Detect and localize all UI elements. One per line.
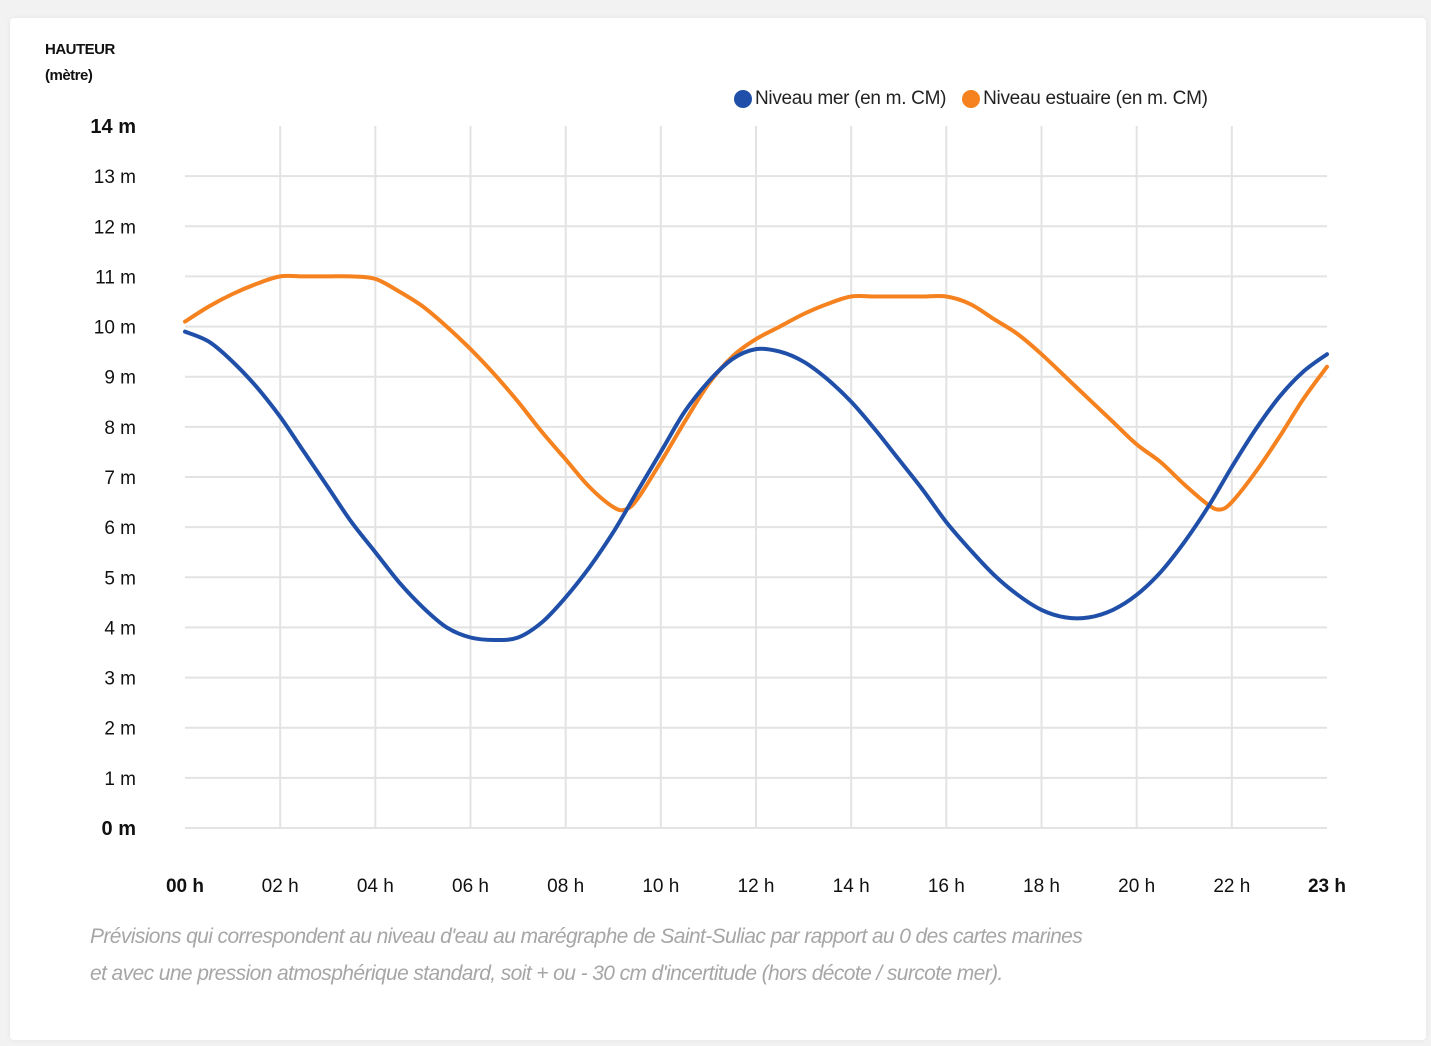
caption-line2: et avec une pression atmosphérique stand…	[90, 962, 1003, 985]
x-tick-label: 08 h	[547, 876, 584, 897]
x-tick-label: 12 h	[738, 876, 775, 897]
y-tick-label: 0 m	[102, 818, 136, 840]
x-tick-label: 16 h	[928, 876, 965, 897]
x-tick-label: 20 h	[1118, 876, 1155, 897]
y-axis-title-line1: HAUTEUR	[45, 41, 115, 58]
legend-swatch-niveau-mer	[734, 90, 752, 108]
y-tick-label: 6 m	[104, 518, 136, 539]
caption-line1: Prévisions qui correspondent au niveau d…	[90, 925, 1083, 948]
x-tick-label: 18 h	[1023, 876, 1060, 897]
y-tick-label: 11 m	[95, 267, 136, 288]
series-line-niveau-estuaire	[183, 273, 1329, 513]
chart-caption: Prévisions qui correspondent au niveau d…	[90, 918, 1370, 992]
x-tick-label: 00 h	[166, 876, 204, 897]
y-tick-label: 1 m	[104, 769, 136, 790]
y-tick-label: 7 m	[104, 468, 136, 489]
legend: Niveau mer (en m. CM) Niveau estuaire (e…	[734, 86, 1208, 112]
y-tick-label: 5 m	[104, 568, 136, 589]
x-tick-label: 22 h	[1213, 876, 1250, 897]
y-tick-label: 2 m	[104, 719, 136, 740]
y-tick-label: 8 m	[104, 418, 136, 439]
y-axis-title: HAUTEUR (mètre)	[45, 37, 115, 89]
chart-card	[10, 18, 1426, 1040]
x-tick-label: 06 h	[452, 876, 489, 897]
x-tick-label: 14 h	[833, 876, 870, 897]
legend-label-niveau-mer: Niveau mer (en m. CM)	[755, 88, 947, 109]
y-tick-label: 13 m	[94, 167, 136, 188]
y-tick-label: 14 m	[90, 116, 136, 138]
x-tick-label: 23 h	[1308, 876, 1346, 897]
x-tick-label: 02 h	[262, 876, 299, 897]
legend-label-niveau-estuaire: Niveau estuaire (en m. CM)	[983, 88, 1208, 109]
x-tick-label: 10 h	[642, 876, 679, 897]
legend-item-niveau-mer[interactable]: Niveau mer (en m. CM)	[734, 88, 946, 110]
y-tick-label: 3 m	[104, 669, 136, 690]
legend-swatch-niveau-estuaire	[962, 90, 981, 108]
y-tick-label: 9 m	[104, 368, 136, 389]
y-axis-title-line2: (mètre)	[45, 67, 93, 84]
y-tick-label: 4 m	[104, 618, 136, 639]
x-tick-label: 04 h	[357, 876, 394, 897]
y-tick-label: 12 m	[94, 217, 136, 238]
series-line-niveau-mer	[183, 329, 1329, 643]
legend-item-niveau-estuaire[interactable]: Niveau estuaire (en m. CM)	[962, 88, 1208, 110]
y-tick-label: 10 m	[94, 318, 136, 339]
